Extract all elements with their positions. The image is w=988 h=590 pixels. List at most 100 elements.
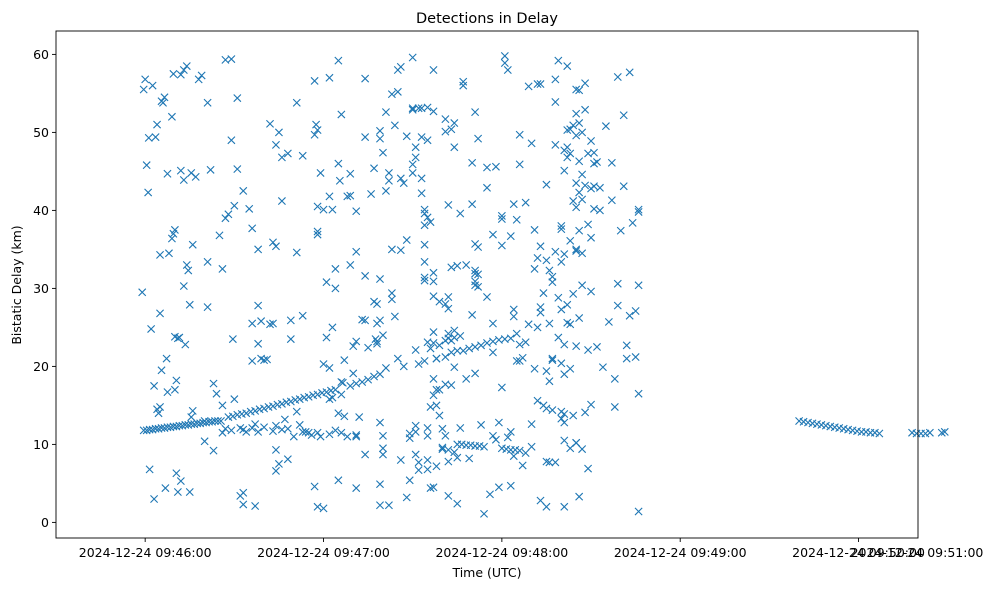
- scatter-point: [527, 442, 536, 451]
- scatter-point: [268, 319, 277, 328]
- scatter-point: [557, 305, 566, 314]
- scatter-point: [548, 356, 557, 365]
- scatter-point: [338, 378, 347, 387]
- scatter-point: [343, 432, 352, 441]
- scatter-point: [598, 363, 607, 372]
- scatter-point: [426, 344, 435, 353]
- scatter-point: [420, 276, 429, 285]
- scatter-point: [316, 168, 325, 177]
- scatter-point: [228, 412, 237, 421]
- scatter-point: [453, 261, 462, 270]
- scatter-point: [396, 62, 405, 71]
- scatter-point: [411, 450, 420, 459]
- scatter-point: [170, 385, 179, 394]
- scatter-point: [211, 417, 220, 425]
- scatter-point: [156, 309, 165, 318]
- scatter-point: [227, 55, 236, 64]
- scatter-point: [283, 455, 292, 464]
- scatter-point: [248, 356, 257, 365]
- scatter-point: [304, 392, 313, 401]
- scatter-point: [248, 224, 257, 233]
- scatter-point: [260, 404, 269, 413]
- scatter-point: [313, 227, 322, 236]
- scatter-point: [376, 316, 384, 325]
- scatter-point: [378, 431, 387, 440]
- scatter-point: [358, 315, 367, 324]
- x-tick-label: 2024-12-24 09:48:00: [435, 545, 568, 560]
- scatter-point: [176, 70, 185, 79]
- scatter-point: [590, 148, 598, 157]
- scatter-point: [325, 73, 334, 82]
- scatter-point: [435, 411, 444, 420]
- scatter-point: [575, 157, 584, 166]
- scatter-point: [254, 301, 263, 310]
- scatter-point: [358, 378, 367, 386]
- scatter-point: [557, 257, 566, 266]
- scatter-point: [468, 158, 477, 167]
- scatter-point: [471, 369, 480, 378]
- scatter-point: [164, 249, 173, 258]
- scatter-point: [578, 170, 587, 179]
- scatter-point: [474, 243, 483, 252]
- scatter-point: [601, 122, 610, 131]
- scatter-point: [298, 151, 307, 160]
- scatter-point: [551, 75, 560, 84]
- scatter-point: [301, 427, 310, 436]
- scatter-point: [578, 195, 587, 204]
- scatter-point: [376, 134, 384, 143]
- scatter-point: [352, 432, 361, 441]
- scatter-point: [337, 110, 346, 119]
- scatter-point: [295, 395, 304, 404]
- scatter-point: [587, 400, 596, 409]
- scatter-point: [625, 68, 634, 77]
- scatter-point: [271, 466, 280, 475]
- scatter-point: [497, 241, 506, 250]
- scatter-point: [575, 314, 584, 323]
- scatter-point: [352, 484, 361, 493]
- scatter-point: [289, 432, 298, 441]
- scatter-point: [376, 370, 384, 379]
- scatter-point: [590, 204, 598, 213]
- scatter-point: [563, 143, 572, 152]
- scatter-point: [402, 236, 411, 245]
- scatter-point: [387, 90, 396, 99]
- scatter-point: [521, 448, 530, 457]
- scatter-point: [429, 374, 438, 383]
- scatter-point: [254, 245, 263, 254]
- scatter-point: [417, 189, 426, 198]
- data-markers: [138, 51, 949, 518]
- scatter-point: [444, 304, 453, 313]
- scatter-point: [554, 56, 563, 65]
- scatter-point: [176, 477, 185, 486]
- scatter-point: [325, 430, 334, 439]
- scatter-point: [376, 480, 384, 489]
- scatter-point: [453, 499, 462, 508]
- scatter-point: [429, 277, 438, 286]
- scatter-point: [569, 289, 578, 298]
- scatter-point: [554, 333, 563, 342]
- scatter-point: [420, 209, 429, 218]
- scatter-point: [239, 488, 248, 497]
- scatter-point: [631, 307, 640, 316]
- scatter-point: [215, 231, 224, 240]
- scatter-point: [381, 363, 390, 372]
- scatter-point: [316, 432, 325, 441]
- scatter-point: [268, 427, 277, 436]
- scatter-point: [423, 465, 432, 474]
- scatter-point: [557, 222, 566, 230]
- scatter-point: [435, 341, 444, 350]
- scatter-point: [423, 213, 432, 222]
- scatter-point: [509, 305, 518, 314]
- y-axis: 0 10 20 30 40 50 60: [33, 47, 56, 530]
- scatter-point: [148, 81, 157, 90]
- scatter-point: [432, 385, 441, 394]
- scatter-point: [634, 507, 643, 516]
- scatter-point: [450, 448, 459, 457]
- scatter-point: [506, 427, 515, 436]
- scatter-point: [227, 136, 236, 145]
- scatter-point: [310, 130, 319, 139]
- scatter-point: [444, 445, 453, 454]
- scatter-point: [150, 381, 159, 390]
- scatter-point: [536, 496, 545, 505]
- scatter-point: [387, 245, 396, 254]
